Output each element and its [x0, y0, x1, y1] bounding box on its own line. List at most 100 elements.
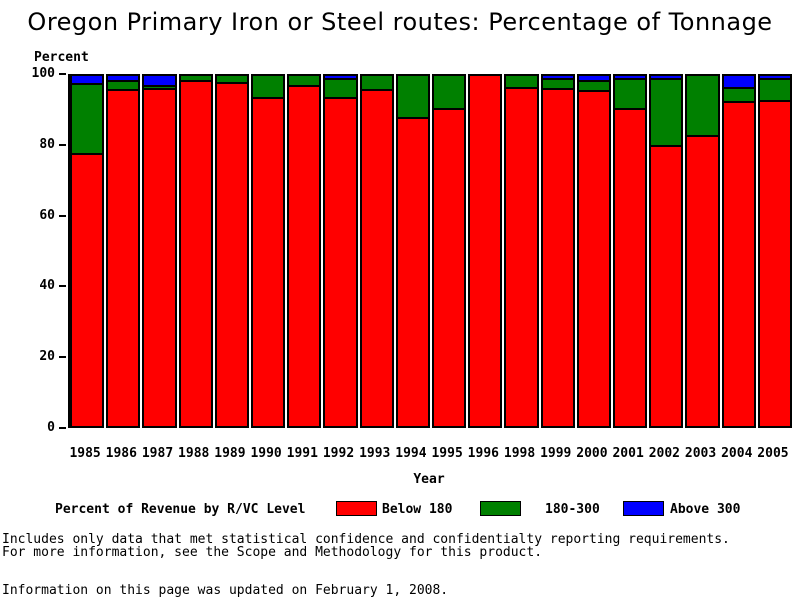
y-tick-mark	[59, 427, 66, 429]
x-tick-label-2003: 2003	[684, 446, 717, 461]
bar-1989	[214, 74, 250, 428]
bar-segment-2003-180-300	[687, 76, 718, 136]
bar-segment-2000-above-300	[578, 76, 610, 80]
bar-segment-2001-180-300	[615, 77, 646, 108]
legend-label-above-300: Above 300	[670, 502, 741, 517]
bar-segment-1993-below-180	[361, 88, 392, 426]
x-tick-label-1993: 1993	[359, 446, 391, 461]
bar-segment-2004-180-300	[723, 86, 754, 102]
bar-segment-1988-180-300	[180, 76, 211, 80]
x-tick-label-1998: 1998	[503, 446, 536, 461]
bar-segment-1985-180-300	[72, 83, 103, 153]
bar-segment-1989-below-180	[216, 81, 248, 426]
y-tick-mark	[59, 143, 66, 146]
bar-segment-1990-below-180	[253, 97, 284, 426]
bar-segment-2002-180-300	[651, 78, 682, 145]
bar-segment-2000-180-300	[578, 79, 610, 90]
y-tick-label: 80	[39, 136, 55, 152]
bar-segment-1996-below-180	[470, 76, 501, 426]
bar-segment-1986-below-180	[108, 88, 139, 426]
bar-1996	[468, 74, 503, 428]
bar-segment-2002-above-300	[651, 76, 682, 79]
bar-segment-2003-below-180	[687, 135, 718, 426]
y-tick-label: 40	[39, 278, 55, 294]
x-tick-label-1995: 1995	[431, 446, 463, 461]
bar-segment-1993-180-300	[361, 76, 392, 89]
y-tick-mark	[59, 73, 66, 75]
bar-segment-1999-below-180	[542, 88, 573, 426]
bar-segment-1988-below-180	[180, 79, 211, 426]
bar-2005	[757, 74, 793, 428]
legend-swatch-below-180	[336, 501, 377, 516]
bar-segment-1987-below-180	[144, 87, 175, 426]
bar-1999	[540, 74, 575, 428]
bar-1993	[359, 74, 394, 428]
x-tick-label-1985: 1985	[69, 446, 101, 461]
y-tick-label: 0	[47, 420, 55, 435]
bar-segment-1999-above-300	[542, 76, 573, 79]
bar-1998	[504, 74, 539, 428]
legend-label-below-180: Below 180	[382, 502, 453, 517]
bar-2003	[685, 74, 720, 428]
y-axis-label: Percent	[34, 50, 89, 65]
bar-1988	[178, 74, 213, 428]
legend-label-180-300: 180-300	[545, 502, 600, 517]
bar-segment-1998-below-180	[506, 87, 537, 426]
bar-segment-1990-180-300	[253, 76, 284, 97]
footer-note-2: For more information, see the Scope and …	[2, 545, 543, 560]
page-title: Oregon Primary Iron or Steel routes: Per…	[27, 8, 773, 36]
x-tick-label-1990: 1990	[250, 446, 282, 461]
x-tick-label-2004: 2004	[721, 446, 753, 461]
bar-segment-1985-above-300	[72, 76, 103, 83]
legend-title: Percent of Revenue by R/VC Level	[55, 502, 306, 517]
bar-segment-1987-180-300	[144, 84, 175, 88]
x-tick-label-1992: 1992	[322, 446, 355, 461]
bar-2001	[613, 74, 648, 428]
x-tick-label-1991: 1991	[286, 446, 318, 461]
x-tick-label-1996: 1996	[467, 446, 499, 461]
bar-2000	[576, 74, 612, 428]
x-tick-label-1986: 1986	[105, 446, 137, 461]
bar-segment-1986-180-300	[108, 79, 139, 89]
y-tick-label: 20	[39, 349, 55, 365]
x-tick-label-1989: 1989	[214, 446, 246, 461]
bar-1990	[251, 74, 286, 428]
x-tick-label-1999: 1999	[540, 446, 572, 461]
y-tick-label: 60	[39, 207, 55, 223]
x-tick-label-1994: 1994	[395, 446, 427, 461]
bar-segment-2004-below-180	[723, 101, 754, 426]
x-tick-label-2001: 2001	[612, 446, 644, 461]
bar-1995	[432, 74, 467, 428]
bar-segment-1989-180-300	[216, 76, 248, 82]
bar-segment-1992-180-300	[325, 78, 356, 97]
bar-segment-1991-below-180	[289, 84, 320, 426]
x-tick-label-1988: 1988	[178, 446, 210, 461]
x-labels: 1985 1986 1987 1988 1989 1990 1991 1992 1993 1994…	[68, 446, 790, 461]
plot-area	[68, 74, 793, 428]
footer-note-1: Includes only data that met statistical …	[2, 532, 730, 547]
legend-swatch-above-300	[623, 501, 664, 516]
bar-segment-1987-above-300	[144, 76, 175, 85]
y-tick-mark	[59, 214, 66, 217]
bar-segment-1986-above-300	[108, 76, 139, 80]
x-tick-label-2005: 2005	[757, 446, 789, 461]
bar-2004	[721, 74, 756, 428]
bar-segment-1991-180-300	[289, 76, 320, 85]
bar-1992	[323, 74, 358, 428]
bar-segment-1994-180-300	[397, 76, 429, 118]
y-axis-ticks: 0 20 40 60 80 100	[0, 66, 66, 435]
bar-segment-1999-180-300	[542, 78, 573, 89]
bar-segment-2001-above-300	[615, 76, 646, 78]
x-tick-label-2002: 2002	[648, 446, 680, 461]
legend-swatch-180-300	[480, 501, 521, 516]
bar-1994	[395, 74, 431, 428]
bar-1987	[142, 74, 177, 428]
bar-2002	[649, 74, 684, 428]
x-axis-label: Year	[413, 472, 445, 487]
bar-segment-1998-180-300	[506, 76, 537, 88]
bar-1991	[287, 74, 322, 428]
bar-segment-1995-below-180	[434, 107, 465, 426]
bar-segment-2005-180-300	[759, 78, 791, 101]
bar-segment-2005-below-180	[759, 100, 791, 426]
